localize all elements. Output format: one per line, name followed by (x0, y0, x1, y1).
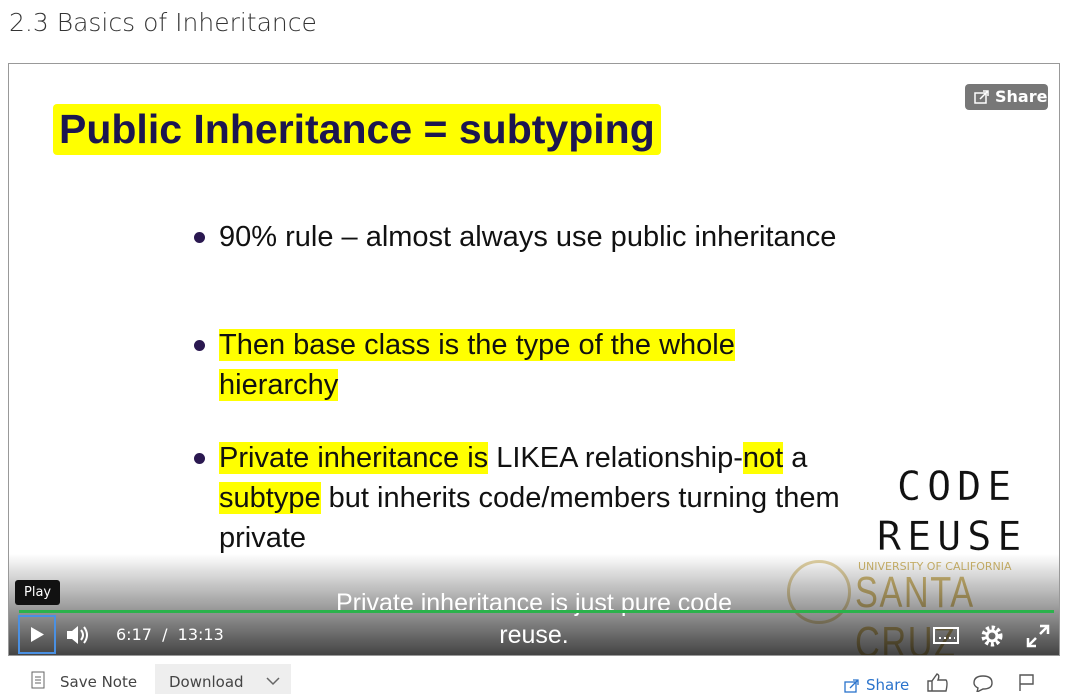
download-label: Download (169, 673, 244, 691)
share-icon (974, 90, 989, 104)
caption: Private inheritance is just pure code re… (335, 589, 733, 649)
bullet-text: 90% rule – almost always use public inhe… (219, 221, 837, 253)
progress-track[interactable] (19, 610, 1054, 613)
bullet: Private inheritance is LIKEA relationshi… (191, 438, 861, 558)
bullet-text: LIKEA relationship- (488, 442, 743, 474)
share-label: Share (995, 87, 1048, 106)
dislike-button[interactable] (971, 674, 995, 692)
note-icon (31, 671, 45, 689)
fullscreen-button[interactable] (1026, 624, 1050, 648)
like-button[interactable] (926, 672, 950, 692)
chevron (266, 677, 280, 686)
time-separator: / (162, 625, 168, 644)
video-player[interactable]: Public Inheritance = subtyping 90% rule … (8, 63, 1060, 656)
current-time: 6:17 (116, 625, 152, 644)
captions-button[interactable] (933, 626, 961, 646)
share-button[interactable]: Share (965, 84, 1048, 110)
total-time: 13:13 (177, 625, 224, 644)
handwriting: CODE (897, 464, 1018, 510)
bullet-text: subtype (219, 482, 321, 514)
slide-title: Public Inheritance = subtyping (53, 104, 661, 155)
settings-button[interactable] (980, 624, 1004, 648)
play-button[interactable] (18, 615, 56, 654)
volume-button[interactable] (65, 624, 91, 646)
handwriting: REUSE (877, 514, 1028, 560)
share-link[interactable]: Share (866, 676, 910, 694)
bullet-text: Private inheritance is (219, 442, 489, 474)
bullet: Then base class is the type of the whole… (191, 325, 861, 405)
bullet-text: Then base class is the type of the whole… (219, 329, 735, 401)
flag-button[interactable] (1018, 673, 1036, 691)
page-title: 2.3 Basics of Inheritance (9, 8, 317, 37)
progress-fill (19, 610, 1054, 613)
bullet: 90% rule – almost always use public inhe… (191, 217, 861, 257)
bullet-text: a (783, 442, 808, 474)
play-icon (31, 627, 44, 642)
controls-shade (9, 554, 1059, 655)
save-note[interactable]: Save Note (60, 673, 138, 691)
bullet-text: not (742, 442, 784, 474)
time-display: 6:17 / 13:13 (116, 625, 224, 644)
caption-line: Private inheritance is just pure code re… (300, 587, 768, 651)
bullet-text: but inherits code/members turning them p… (219, 482, 840, 554)
tooltip: Play (15, 580, 61, 605)
